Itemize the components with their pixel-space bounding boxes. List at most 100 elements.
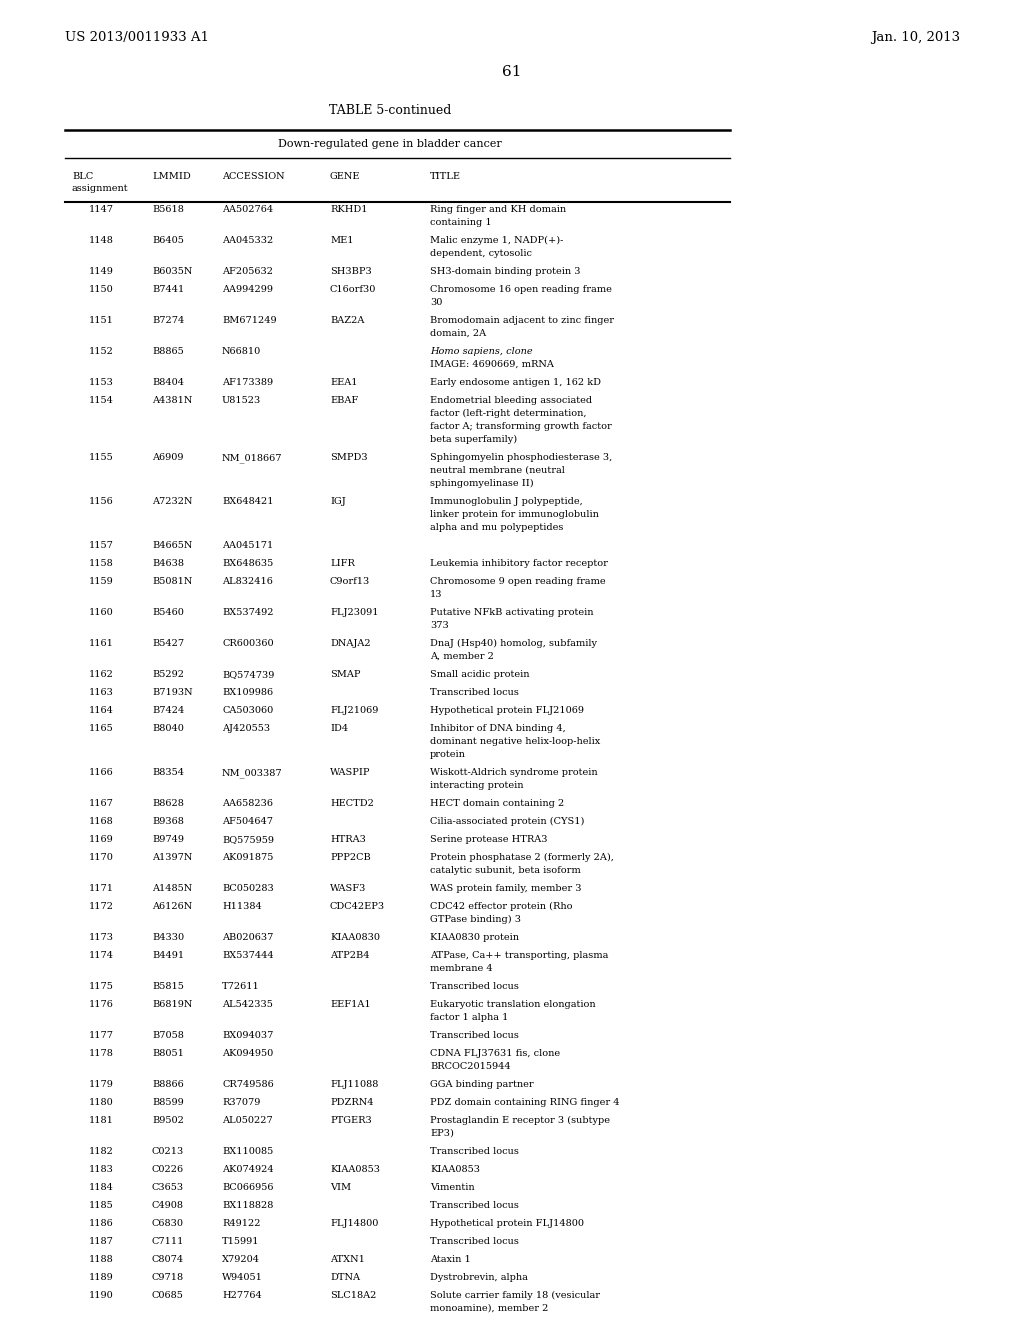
Text: B4491: B4491 xyxy=(152,950,184,960)
Text: Endometrial bleeding associated: Endometrial bleeding associated xyxy=(430,396,592,405)
Text: 30: 30 xyxy=(430,298,442,308)
Text: SH3BP3: SH3BP3 xyxy=(330,267,372,276)
Text: BC050283: BC050283 xyxy=(222,884,273,894)
Text: 1151: 1151 xyxy=(89,315,114,325)
Text: B9368: B9368 xyxy=(152,817,184,826)
Text: 1164: 1164 xyxy=(89,706,114,715)
Text: A6126N: A6126N xyxy=(152,902,193,911)
Text: C0213: C0213 xyxy=(152,1147,184,1156)
Text: BQ575959: BQ575959 xyxy=(222,836,274,843)
Text: AK091875: AK091875 xyxy=(222,853,273,862)
Text: IGJ: IGJ xyxy=(330,498,346,506)
Text: A6909: A6909 xyxy=(152,453,183,462)
Text: RKHD1: RKHD1 xyxy=(330,205,368,214)
Text: 1170: 1170 xyxy=(89,853,114,862)
Text: ATP2B4: ATP2B4 xyxy=(330,950,370,960)
Text: B4638: B4638 xyxy=(152,558,184,568)
Text: 1172: 1172 xyxy=(89,902,114,911)
Text: AA502764: AA502764 xyxy=(222,205,273,214)
Text: W94051: W94051 xyxy=(222,1272,263,1282)
Text: KIAA0830: KIAA0830 xyxy=(330,933,380,942)
Text: EEA1: EEA1 xyxy=(330,378,357,387)
Text: Transcribed locus: Transcribed locus xyxy=(430,1147,519,1156)
Text: Chromosome 9 open reading frame: Chromosome 9 open reading frame xyxy=(430,577,605,586)
Text: Putative NFkB activating protein: Putative NFkB activating protein xyxy=(430,609,594,616)
Text: 1166: 1166 xyxy=(89,768,114,777)
Text: ID4: ID4 xyxy=(330,723,348,733)
Text: Homo sapiens, clone: Homo sapiens, clone xyxy=(430,347,532,356)
Text: B5292: B5292 xyxy=(152,671,184,678)
Text: N66810: N66810 xyxy=(222,347,261,356)
Text: 1178: 1178 xyxy=(89,1049,114,1059)
Text: 1188: 1188 xyxy=(89,1255,114,1265)
Text: C9718: C9718 xyxy=(152,1272,184,1282)
Text: DTNA: DTNA xyxy=(330,1272,360,1282)
Text: Transcribed locus: Transcribed locus xyxy=(430,1201,519,1210)
Text: CR600360: CR600360 xyxy=(222,639,273,648)
Text: Solute carrier family 18 (vesicular: Solute carrier family 18 (vesicular xyxy=(430,1291,600,1300)
Text: B8866: B8866 xyxy=(152,1080,183,1089)
Text: 1171: 1171 xyxy=(89,884,114,894)
Text: FLJ21069: FLJ21069 xyxy=(330,706,379,715)
Text: HECT domain containing 2: HECT domain containing 2 xyxy=(430,799,564,808)
Text: BX109986: BX109986 xyxy=(222,688,273,697)
Text: R37079: R37079 xyxy=(222,1098,260,1107)
Text: GGA binding partner: GGA binding partner xyxy=(430,1080,534,1089)
Text: B5460: B5460 xyxy=(152,609,184,616)
Text: BM671249: BM671249 xyxy=(222,315,276,325)
Text: 1150: 1150 xyxy=(89,285,114,294)
Text: H11384: H11384 xyxy=(222,902,262,911)
Text: B7274: B7274 xyxy=(152,315,184,325)
Text: 1157: 1157 xyxy=(89,541,114,550)
Text: US 2013/0011933 A1: US 2013/0011933 A1 xyxy=(65,32,209,45)
Text: 1189: 1189 xyxy=(89,1272,114,1282)
Text: LMMID: LMMID xyxy=(152,172,190,181)
Text: SLC18A2: SLC18A2 xyxy=(330,1291,377,1300)
Text: B8040: B8040 xyxy=(152,723,184,733)
Text: B5618: B5618 xyxy=(152,205,184,214)
Text: BAZ2A: BAZ2A xyxy=(330,315,365,325)
Text: BX110085: BX110085 xyxy=(222,1147,273,1156)
Text: FLJ14800: FLJ14800 xyxy=(330,1218,379,1228)
Text: dependent, cytosolic: dependent, cytosolic xyxy=(430,249,532,257)
Text: 1182: 1182 xyxy=(89,1147,114,1156)
Text: DnaJ (Hsp40) homolog, subfamily: DnaJ (Hsp40) homolog, subfamily xyxy=(430,639,597,648)
Text: C0226: C0226 xyxy=(152,1166,184,1173)
Text: AB020637: AB020637 xyxy=(222,933,273,942)
Text: AF504647: AF504647 xyxy=(222,817,273,826)
Text: 1183: 1183 xyxy=(89,1166,114,1173)
Text: 1173: 1173 xyxy=(89,933,114,942)
Text: X79204: X79204 xyxy=(222,1255,260,1265)
Text: A1485N: A1485N xyxy=(152,884,193,894)
Text: WASPIP: WASPIP xyxy=(330,768,371,777)
Text: IMAGE: 4690669, mRNA: IMAGE: 4690669, mRNA xyxy=(430,360,554,370)
Text: Sphingomyelin phosphodiesterase 3,: Sphingomyelin phosphodiesterase 3, xyxy=(430,453,612,462)
Text: B7058: B7058 xyxy=(152,1031,184,1040)
Text: U81523: U81523 xyxy=(222,396,261,405)
Text: B5081N: B5081N xyxy=(152,577,193,586)
Text: 13: 13 xyxy=(430,590,442,599)
Text: C0685: C0685 xyxy=(152,1291,184,1300)
Text: SH3-domain binding protein 3: SH3-domain binding protein 3 xyxy=(430,267,581,276)
Text: HECTD2: HECTD2 xyxy=(330,799,374,808)
Text: B7193N: B7193N xyxy=(152,688,193,697)
Text: Transcribed locus: Transcribed locus xyxy=(430,1237,519,1246)
Text: NM_003387: NM_003387 xyxy=(222,768,283,777)
Text: R49122: R49122 xyxy=(222,1218,260,1228)
Text: Protein phosphatase 2 (formerly 2A),: Protein phosphatase 2 (formerly 2A), xyxy=(430,853,613,862)
Text: 1149: 1149 xyxy=(89,267,114,276)
Text: 1167: 1167 xyxy=(89,799,114,808)
Text: A, member 2: A, member 2 xyxy=(430,652,494,661)
Text: Cilia-associated protein (CYS1): Cilia-associated protein (CYS1) xyxy=(430,817,585,826)
Text: CDC42 effector protein (Rho: CDC42 effector protein (Rho xyxy=(430,902,572,911)
Text: 1181: 1181 xyxy=(89,1115,114,1125)
Text: Serine protease HTRA3: Serine protease HTRA3 xyxy=(430,836,548,843)
Text: KIAA0853: KIAA0853 xyxy=(330,1166,380,1173)
Text: ACCESSION: ACCESSION xyxy=(222,172,285,181)
Text: TITLE: TITLE xyxy=(430,172,461,181)
Text: WASF3: WASF3 xyxy=(330,884,367,894)
Text: EP3): EP3) xyxy=(430,1129,454,1138)
Text: sphingomyelinase II): sphingomyelinase II) xyxy=(430,479,534,488)
Text: BX118828: BX118828 xyxy=(222,1201,273,1210)
Text: AL542335: AL542335 xyxy=(222,1001,272,1008)
